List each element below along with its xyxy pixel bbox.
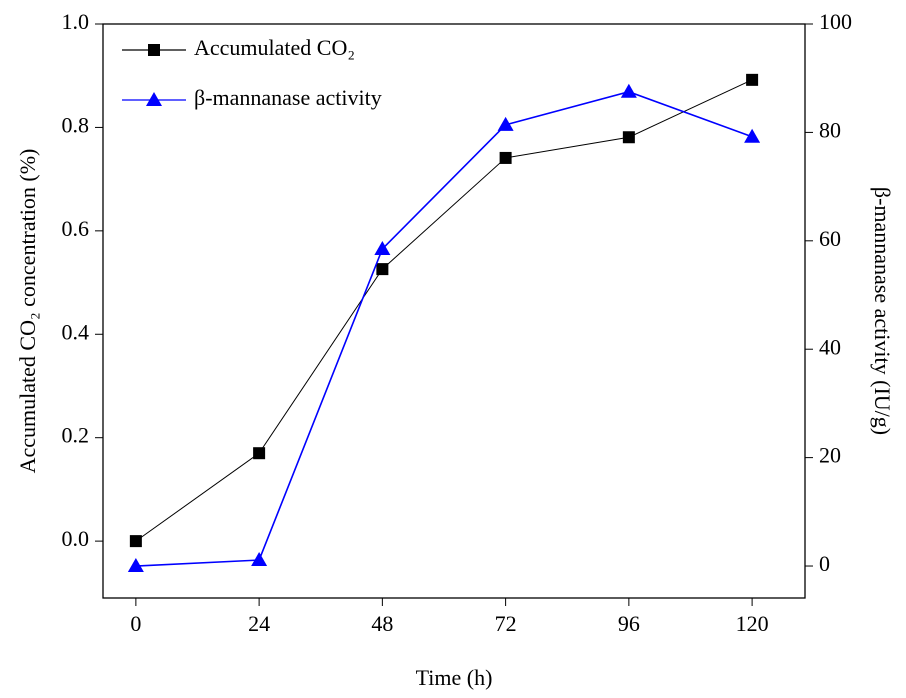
legend-marker <box>146 92 162 106</box>
y2-tick-label: 60 <box>819 226 841 251</box>
y2-tick-label: 40 <box>819 334 841 359</box>
marker <box>251 552 268 567</box>
y-tick-label: 1.0 <box>62 9 90 34</box>
y2-tick-label: 100 <box>819 9 852 34</box>
marker <box>497 116 514 131</box>
marker <box>374 240 391 255</box>
marker <box>376 263 389 276</box>
marker <box>129 535 142 548</box>
y2-tick-label: 20 <box>819 443 841 468</box>
x-tick-label: 96 <box>618 611 640 636</box>
y-tick-label: 0.2 <box>62 423 90 448</box>
legend-label: Accumulated CO₂ <box>194 35 355 60</box>
legend-label: β-mannanase activity <box>194 85 382 110</box>
y-axis-label: Accumulated CO₂ concentration (%) <box>15 149 40 474</box>
y-tick-label: 0.0 <box>62 526 90 551</box>
marker <box>746 73 759 86</box>
x-tick-label: 48 <box>371 611 393 636</box>
y2-tick-label: 0 <box>819 551 830 576</box>
series-line <box>135 90 753 567</box>
x-tick-label: 72 <box>495 611 517 636</box>
y-tick-label: 0.6 <box>62 216 90 241</box>
marker <box>744 128 761 143</box>
series-line <box>135 79 753 542</box>
x-tick-label: 0 <box>130 611 141 636</box>
marker <box>622 131 635 144</box>
marker <box>127 558 144 573</box>
y-tick-label: 0.8 <box>62 112 90 137</box>
marker <box>253 447 266 460</box>
x-tick-label: 120 <box>736 611 769 636</box>
legend-marker <box>148 44 160 56</box>
plot-frame <box>102 23 806 599</box>
marker <box>499 151 512 164</box>
y2-axis-label: β-mannanase activity (IU/g) <box>870 187 895 435</box>
y-tick-label: 0.4 <box>62 319 90 344</box>
x-tick-label: 24 <box>248 611 270 636</box>
y2-tick-label: 80 <box>819 117 841 142</box>
marker <box>620 83 637 98</box>
x-axis-label: Time (h) <box>416 665 493 690</box>
